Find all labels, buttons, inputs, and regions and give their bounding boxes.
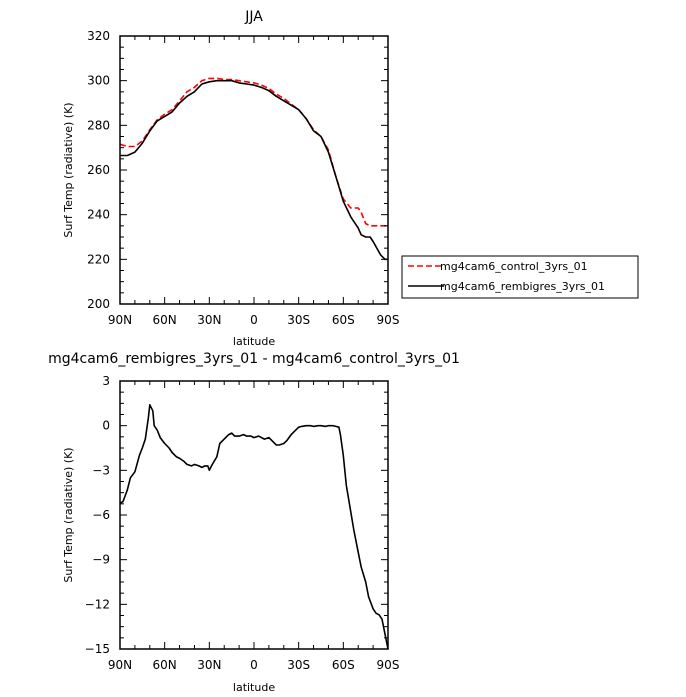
bottom-chart-y-tick-label: 0 (102, 419, 110, 433)
bottom-chart-frame (119, 380, 389, 650)
bottom-chart-x-tick-label: 90S (377, 658, 400, 672)
bottom-chart-x-tick-label: 0 (250, 658, 258, 672)
top-chart-y-tick-label: 320 (87, 29, 110, 43)
bottom-chart-plot-area (119, 403, 389, 650)
top-chart-series-1 (120, 79, 388, 261)
legend-label-rembigres: mg4cam6_rembigres_3yrs_01 (440, 280, 605, 293)
top-chart: JJA 90N 60N 30N 0 30S 60S 90S 200 220 240 260 280 3… (62, 9, 639, 348)
top-chart-y-tick-label: 200 (87, 297, 110, 311)
top-chart-y-axis: 200 220 240 260 280 300 320 (87, 29, 388, 311)
top-chart-y-axis-label: Surf Temp (radiative) (K) (62, 102, 75, 237)
bottom-chart-y-tick-label: −3 (92, 463, 110, 477)
top-chart-y-tick-label: 280 (87, 118, 110, 132)
bottom-chart-title: mg4cam6_rembigres_3yrs_01 - mg4cam6_cont… (48, 351, 460, 367)
top-chart-x-tick-label: 0 (250, 313, 258, 327)
top-chart-x-tick-label: 90N (108, 313, 132, 327)
top-chart-x-tick-label: 30N (197, 313, 221, 327)
bottom-chart-x-tick-label: 60N (153, 658, 177, 672)
top-chart-y-tick-label: 220 (87, 252, 110, 266)
bottom-chart-y-tick-label: −12 (85, 597, 110, 611)
top-chart-y-tick-label: 300 (87, 74, 110, 88)
bottom-chart-x-tick-label: 30N (197, 658, 221, 672)
bottom-chart-x-axis: 90N 60N 30N 0 30S 60S 90S (108, 381, 400, 672)
bottom-chart: mg4cam6_rembigres_3yrs_01 - mg4cam6_cont… (48, 351, 460, 694)
top-chart-y-tick-label: 240 (87, 208, 110, 222)
bottom-chart-y-tick-label: −6 (92, 508, 110, 522)
bottom-chart-x-tick-label: 60S (332, 658, 355, 672)
legend-box (401, 255, 639, 299)
legend-label-control: mg4cam6_control_3yrs_01 (440, 260, 588, 273)
top-chart-x-tick-label: 60N (153, 313, 177, 327)
bottom-chart-x-axis-label: latitude (233, 681, 275, 694)
bottom-chart-y-tick-label: −15 (85, 642, 110, 656)
bottom-chart-y-axis: −15 −12 −9 −6 −3 0 3 (85, 374, 388, 656)
top-chart-y-tick-label: 260 (87, 163, 110, 177)
top-chart-x-tick-label: 60S (332, 313, 355, 327)
top-chart-x-axis-label: latitude (233, 335, 275, 348)
top-chart-title: JJA (244, 9, 263, 25)
bottom-chart-y-tick-label: −9 (92, 553, 110, 567)
top-chart-series-0 (119, 77, 388, 227)
top-chart-x-axis: 90N 60N 30N 0 30S 60S 90S (108, 36, 400, 327)
top-chart-x-tick-label: 90S (377, 313, 400, 327)
top-chart-legend: mg4cam6_control_3yrs_01 mg4cam6_rembigre… (401, 255, 639, 299)
bottom-chart-x-tick-label: 30S (287, 658, 310, 672)
bottom-chart-y-tick-label: 3 (102, 374, 110, 388)
top-chart-x-tick-label: 30S (287, 313, 310, 327)
bottom-chart-series-0 (119, 403, 389, 650)
bottom-chart-x-tick-label: 90N (108, 658, 132, 672)
top-chart-plot-area (119, 77, 388, 261)
top-chart-frame (119, 35, 389, 305)
bottom-chart-y-axis-label: Surf Temp (radiative) (K) (62, 447, 75, 582)
